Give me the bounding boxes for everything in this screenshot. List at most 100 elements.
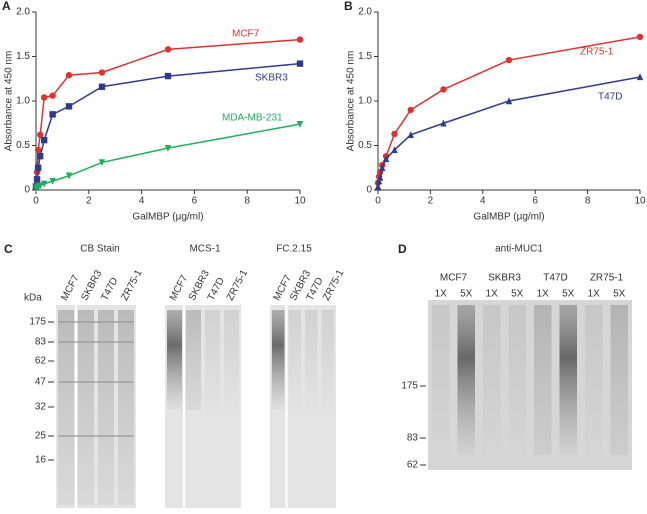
data-point (37, 182, 44, 190)
data-point (34, 164, 42, 171)
series-label: SKBR3 (255, 73, 288, 84)
y-tick-label: 0 (24, 185, 30, 196)
blot-title: CB Stain (80, 244, 119, 255)
lane-smear (508, 305, 526, 455)
data-point (98, 83, 106, 90)
lane-smear (559, 305, 577, 455)
data-point (65, 71, 73, 79)
lane-label: ZR75-1 (119, 268, 145, 303)
data-point (296, 36, 304, 43)
panel-letter: A (2, 0, 11, 13)
lane-smear (305, 310, 318, 410)
dose-label: 5X (511, 289, 524, 300)
x-tick-label: 6 (532, 196, 538, 207)
mw-marker: 83 (35, 337, 47, 348)
data-point (98, 69, 106, 76)
data-point (296, 60, 304, 67)
data-point (164, 144, 172, 152)
dose-label: 1X (588, 289, 601, 300)
dose-label: 1X (435, 289, 448, 300)
data-point (33, 176, 41, 183)
data-point (407, 106, 414, 114)
panel-letter: B (344, 0, 353, 13)
group-label: ZR75-1 (590, 273, 624, 284)
data-point (505, 56, 513, 64)
mw-marker: 16 (35, 455, 47, 466)
y-tick-label: 2.0 (358, 7, 372, 18)
y-axis-label: Absorbance at 450 nm (346, 51, 357, 152)
data-point (40, 180, 48, 188)
data-point (376, 173, 384, 181)
data-point (65, 103, 73, 110)
lane-smear (483, 305, 501, 455)
mw-marker: 175 (401, 381, 418, 392)
panel-letter: C (4, 242, 13, 256)
lane-smear (167, 310, 182, 410)
panel-letter: D (398, 242, 407, 256)
lane-smear (432, 305, 450, 455)
data-point (636, 73, 644, 81)
lane-smear (585, 305, 603, 455)
lane-smear (118, 310, 134, 505)
mw-marker: 47 (35, 377, 47, 388)
mw-marker: 25 (35, 431, 47, 442)
lane-smear (98, 310, 114, 505)
series-label: ZR75-1 (580, 47, 614, 58)
x-tick-label: 4 (480, 196, 486, 207)
data-point (391, 146, 398, 154)
series-label: MDA-MB-231 (222, 113, 283, 124)
mw-marker: 62 (35, 356, 47, 367)
lane-smear (78, 310, 94, 505)
data-point (65, 172, 73, 180)
data-point (375, 177, 383, 185)
series-label: MCF7 (232, 29, 260, 40)
data-point (40, 136, 48, 144)
dose-label: 5X (562, 289, 575, 300)
y-tick-label: 0.5 (358, 140, 372, 151)
lane-smear (224, 310, 239, 410)
data-point (34, 146, 42, 154)
mw-marker: 175 (29, 317, 46, 328)
data-point (391, 130, 398, 138)
x-tick-label: 8 (585, 196, 591, 207)
kda-label: kDa (24, 293, 42, 304)
data-point (378, 164, 386, 171)
x-tick-label: 6 (192, 196, 198, 207)
lane-smear (321, 310, 334, 410)
data-point (164, 72, 172, 80)
data-point (98, 159, 106, 167)
lane-label: ZR75-1 (321, 268, 347, 303)
mw-marker: 32 (35, 402, 47, 413)
y-tick-label: 1.0 (16, 96, 30, 107)
lane-label: T47D (206, 276, 227, 303)
y-tick-label: 2.0 (16, 7, 30, 18)
x-tick-label: 10 (634, 196, 646, 207)
x-axis-label: GalMBP (µg/ml) (473, 212, 544, 223)
group-label: SKBR3 (488, 273, 521, 284)
x-tick-label: 2 (86, 196, 92, 207)
data-point (382, 155, 390, 163)
data-point (49, 177, 56, 185)
x-tick-label: 0 (33, 196, 39, 207)
data-point (374, 182, 382, 190)
x-tick-label: 4 (139, 196, 145, 207)
lane-label: T47D (99, 276, 120, 303)
blot-title: anti-MUC1 (495, 244, 543, 255)
mw-marker: 83 (407, 433, 419, 444)
x-tick-label: 2 (428, 196, 434, 207)
data-point (164, 46, 172, 53)
lane-smear (272, 310, 285, 410)
data-point (49, 111, 56, 118)
lane-smear (186, 310, 201, 410)
data-point (296, 120, 304, 128)
lane-smear (534, 305, 552, 455)
data-point (505, 97, 513, 105)
x-tick-label: 10 (294, 196, 306, 207)
data-point (49, 92, 56, 99)
data-point (37, 131, 44, 139)
y-axis-label: Absorbance at 450 nm (4, 51, 15, 152)
group-label: MCF7 (440, 273, 468, 284)
lane-smear (457, 305, 475, 455)
